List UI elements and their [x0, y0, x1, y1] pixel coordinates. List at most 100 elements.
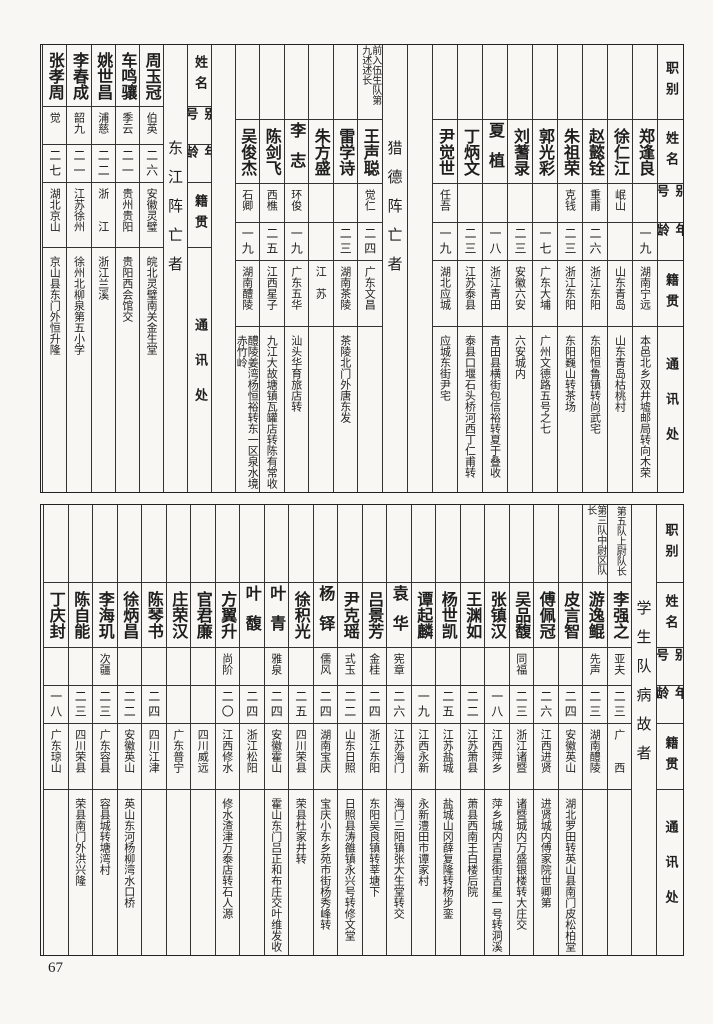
cell-address — [308, 327, 333, 492]
cell-native: 广东大埔 — [532, 261, 557, 327]
cell-post — [508, 505, 533, 583]
cell-age: 二一 — [66, 145, 91, 183]
cell-address — [43, 790, 68, 955]
blank-column — [211, 45, 236, 492]
cell-name: 周玉冠 — [139, 45, 164, 107]
cell-post — [607, 45, 632, 120]
cell-address: 贵阳西会馆交 — [114, 248, 139, 492]
cell-alias — [308, 184, 333, 223]
cell-name: 夏植 — [482, 120, 507, 184]
cell-age — [607, 223, 632, 261]
cell-native: 江西星子 — [259, 261, 284, 327]
cell-name: 官君廉 — [190, 583, 215, 648]
cell-post — [533, 505, 558, 583]
cell-address: 海门三阳镇张大生堂转交 — [386, 790, 411, 955]
cell-address: 英山东河杨柳湾水口桥 — [116, 790, 142, 955]
cell-native: 浙江东阳 — [557, 261, 582, 327]
cell-post — [308, 45, 333, 120]
cell-address: 六安城内 — [507, 327, 532, 492]
cell-native: 江苏萧县 — [459, 724, 484, 790]
cell-address: 容县城转塘湾村 — [92, 790, 117, 955]
cell-native: 安徽英山 — [557, 724, 582, 790]
cell-post — [214, 505, 239, 583]
header-alias: 别号 — [656, 648, 683, 686]
header-age: 年龄 — [187, 145, 211, 183]
cell-post — [557, 45, 582, 120]
cell-age: 二五 — [288, 686, 313, 724]
cell-address: 汕头华育旅店转 — [283, 327, 309, 492]
cell-age: 二四 — [141, 686, 166, 724]
cell-alias: 觉 — [42, 107, 67, 145]
cell-post — [457, 45, 482, 120]
cell-alias: 环俊 — [283, 184, 308, 223]
cell-post — [165, 505, 190, 583]
cell-age: 一九 — [632, 223, 657, 261]
cell-address: 浙江兰溪 — [90, 248, 115, 492]
cell-alias — [141, 648, 166, 686]
cell-post — [190, 505, 215, 583]
cell-native: 浙江东阳 — [582, 261, 607, 327]
cell-alias: 季云 — [114, 107, 139, 145]
cell-address: 广州文德路五号之七 — [532, 327, 557, 492]
cell-name: 张镇汉 — [484, 583, 509, 648]
cell-alias — [190, 648, 215, 686]
cell-name: 叶馥 — [239, 583, 264, 648]
cell-alias: 克钱 — [557, 184, 582, 223]
cell-native: 山东青岛 — [607, 261, 632, 327]
cell-age: 二四 — [239, 686, 264, 724]
cell-native: 浙江松阳 — [239, 724, 264, 790]
cell-age — [308, 223, 333, 261]
cell-native: 浙江东阳 — [361, 724, 386, 790]
cell-age: 一九 — [234, 223, 259, 261]
cell-post — [234, 45, 259, 120]
cell-age: 二三 — [332, 223, 357, 261]
cell-alias: 岷山 — [607, 184, 632, 223]
cell-address — [141, 790, 166, 955]
cell-name: 丁炳文 — [457, 120, 482, 184]
cell-name: 朱方盛 — [308, 120, 333, 184]
cell-post — [507, 45, 532, 120]
cell-age: 二二 — [116, 686, 141, 724]
cell-name: 李海玑 — [92, 583, 117, 648]
cell-alias — [507, 184, 532, 223]
cell-native: 广东五华 — [283, 261, 308, 327]
cell-alias: 宪章 — [386, 648, 411, 686]
header-address: 通讯处 — [657, 327, 683, 492]
cell-alias — [632, 184, 657, 223]
cell-post — [283, 45, 308, 120]
cell-native: 山东日照 — [337, 724, 362, 790]
header-native: 籍贯 — [656, 724, 683, 790]
cell-address: 本邑北乡双井墟邮局转向木荣 — [632, 327, 657, 492]
cell-address: 皖北灵璧南关金生堂 — [139, 248, 163, 492]
cell-native: 江西萍乡 — [484, 724, 509, 790]
cell-alias — [457, 184, 482, 223]
cell-name: 郑逢良 — [632, 120, 657, 184]
cell-age: 二五 — [259, 223, 284, 261]
cell-native: 安徽英山 — [116, 724, 141, 790]
header-post: 职别 — [656, 505, 683, 583]
cell-address: 醴陵姜湾杨恒裕转东一区泉水境赤竹岭 — [234, 327, 259, 492]
cell-post — [432, 45, 457, 120]
cell-age: 二三 — [67, 686, 92, 724]
cell-alias: 儒风 — [312, 648, 337, 686]
cell-native: 湖北京山 — [42, 183, 67, 248]
cell-address: 九江大故塘镇瓦罐店转陈有常收 — [259, 327, 284, 492]
cell-name: 雷学诗 — [332, 120, 357, 184]
cell-address — [357, 327, 382, 492]
cell-name: 杨铎 — [312, 583, 337, 648]
cell-name: 叶青 — [263, 583, 288, 648]
cell-name: 陈自能 — [67, 583, 92, 648]
cell-age: 一七 — [532, 223, 557, 261]
cell-age: 一八 — [484, 686, 509, 724]
cell-alias — [484, 648, 509, 686]
cell-native: 安徽灵璧 — [139, 183, 164, 248]
cell-alias — [288, 648, 313, 686]
header-address: 通讯处 — [656, 790, 683, 955]
cell-age: 二三 — [457, 223, 482, 261]
cell-native: 广东文昌 — [357, 261, 382, 327]
cell-address: 茶陵北门外唐东发 — [332, 327, 358, 492]
cell-alias: 西樵 — [259, 184, 284, 223]
cell-address: 盐城山冈薛复隆转杨步銮 — [435, 790, 460, 955]
cell-age: 一九 — [410, 686, 435, 724]
cell-age: 二五 — [435, 686, 460, 724]
